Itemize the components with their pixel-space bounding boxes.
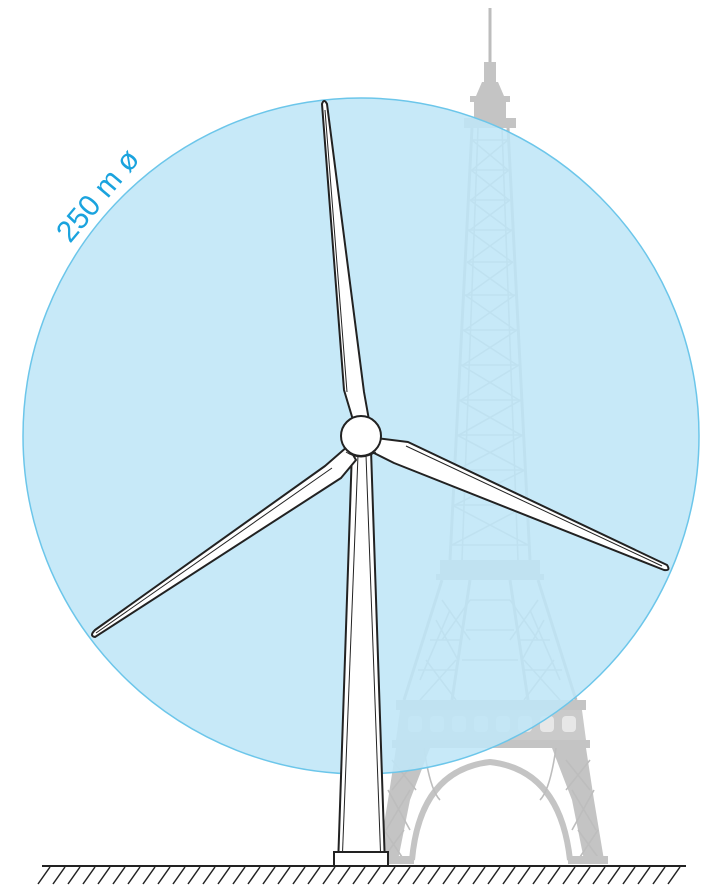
ground-hatch-mark: [172, 866, 186, 885]
ground-hatch-mark: [487, 866, 501, 885]
ground-hatch-mark: [382, 866, 396, 885]
ground-hatch-mark: [472, 866, 486, 885]
ground-hatch-mark: [652, 866, 666, 885]
ground-hatch-mark: [502, 866, 516, 885]
ground-hatch-mark: [322, 866, 336, 885]
ground-hatch-mark: [532, 866, 546, 885]
ground-hatch-mark: [97, 866, 111, 885]
ground-hatch-mark: [427, 866, 441, 885]
ground-hatch-mark: [307, 866, 321, 885]
ground-line: [37, 865, 686, 885]
ground-hatch-mark: [637, 866, 651, 885]
ground-hatch-mark: [352, 866, 366, 885]
ground-hatch-mark: [412, 866, 426, 885]
ground-hatch-mark: [292, 866, 306, 885]
ground-hatch-mark: [577, 866, 591, 885]
ground-hatch-mark: [367, 866, 381, 885]
ground-hatch-mark: [217, 866, 231, 885]
wind-turbine-icon: [91, 100, 670, 867]
ground-hatch-mark: [592, 866, 606, 885]
ground-hatch-mark: [562, 866, 576, 885]
ground-hatch-mark: [457, 866, 471, 885]
turbine-blade-right: [371, 437, 670, 572]
ground-hatch-mark: [517, 866, 531, 885]
ground-hatch-mark: [622, 866, 636, 885]
ground-hatch-mark: [232, 866, 246, 885]
ground-hatch-mark: [277, 866, 291, 885]
ground-hatch-mark: [337, 866, 351, 885]
ground-hatch-mark: [157, 866, 171, 885]
turbine-blade-top: [321, 100, 370, 421]
ground-hatch-mark: [202, 866, 216, 885]
ground-hatch-mark: [127, 866, 141, 885]
ground-hatch-mark: [547, 866, 561, 885]
ground-hatch-mark: [52, 866, 66, 885]
ground-hatch-mark: [142, 866, 156, 885]
ground-hatch-mark: [187, 866, 201, 885]
ground-hatch-mark: [607, 866, 621, 885]
ground-hatch-mark: [247, 866, 261, 885]
ground-hatch-mark: [112, 866, 126, 885]
ground-hatch-mark: [37, 866, 51, 885]
ground-hatch-mark: [442, 866, 456, 885]
ground-hatch-mark: [67, 866, 81, 885]
turbine-hub: [340, 415, 382, 457]
ground-hatch-mark: [262, 866, 276, 885]
ground-hatch-mark: [397, 866, 411, 885]
ground-hatch-mark: [82, 866, 96, 885]
ground-hatch-mark: [667, 866, 681, 885]
